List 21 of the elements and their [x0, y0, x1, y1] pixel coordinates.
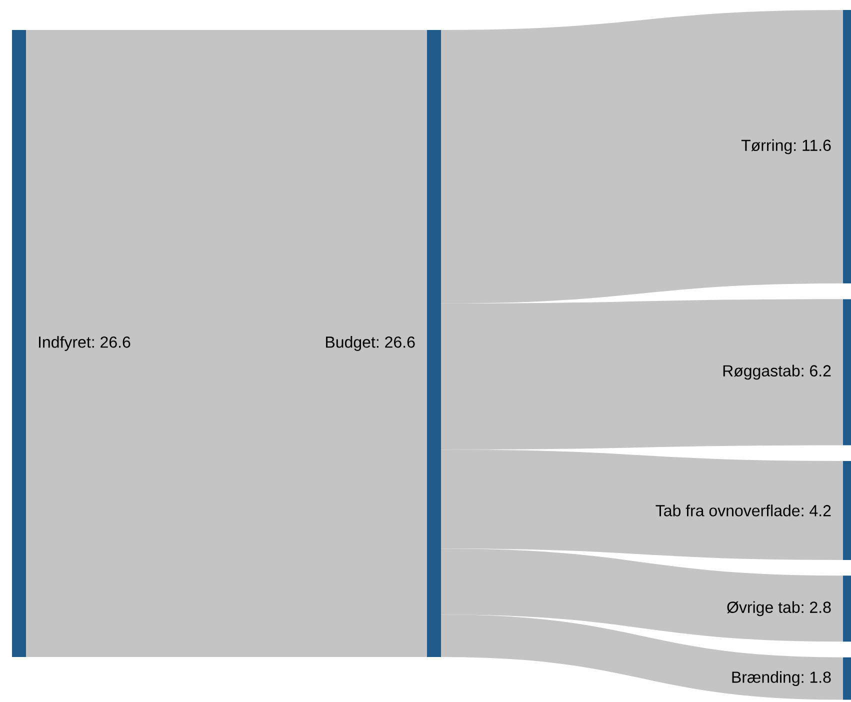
category-label: Brænding [732, 671, 800, 686]
data-label: 1.8 [810, 672, 831, 683]
text: : [802, 508, 804, 516]
data-label: 6.2 [810, 365, 831, 376]
text: : [802, 368, 804, 376]
text: : [376, 339, 378, 348]
data-label: 11.6 [802, 140, 831, 152]
category-label: Røggastab [723, 364, 800, 380]
data-label: 4.2 [810, 505, 831, 516]
category-label: Tørring [741, 139, 792, 154]
category-label: Indfyret [39, 336, 91, 351]
text: : [802, 674, 804, 683]
text: : [92, 339, 94, 348]
text: : [794, 142, 796, 151]
data-label: 2.8 [810, 602, 831, 613]
text: : [802, 604, 804, 613]
category-label: Øvrige tab [727, 601, 800, 616]
data-label: 26.6 [100, 336, 130, 348]
data-label: 26.6 [385, 336, 415, 348]
category-label: Tab fra ovnoverflade [656, 504, 800, 516]
category-label: Budget [326, 336, 376, 351]
